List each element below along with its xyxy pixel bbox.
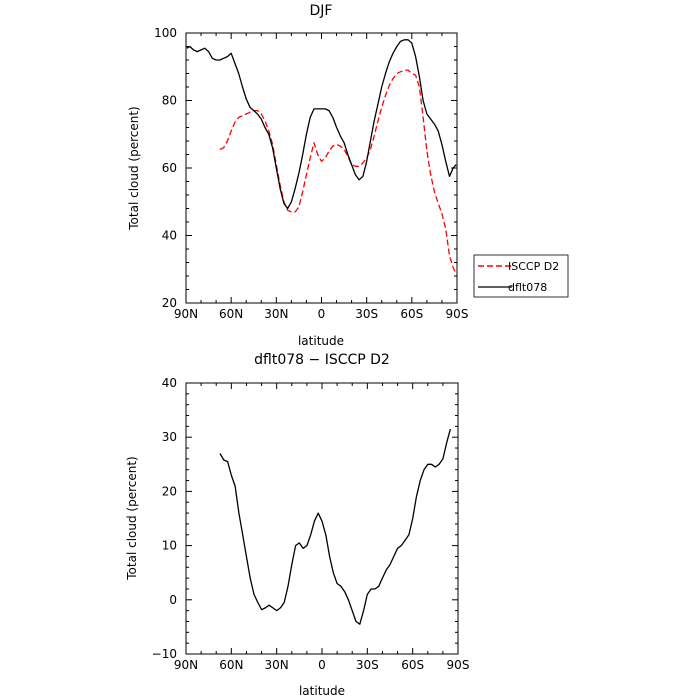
x-tick-label: 90S [447, 658, 470, 672]
y-tick-label: 10 [162, 539, 177, 553]
y-axis-label: Total cloud (percent) [125, 456, 139, 580]
y-tick-label: 40 [162, 229, 177, 243]
chart-title: dflt078 − ISCCP D2 [254, 352, 390, 368]
legend-label-isccp: ISCCP D2 [508, 260, 559, 273]
series-line [219, 428, 452, 625]
x-axis-label: latitude [298, 334, 344, 348]
x-tick-label: 60N [219, 307, 243, 321]
x-tick-label: 30S [356, 658, 379, 672]
y-tick-label: 20 [162, 296, 177, 310]
chart-title: DJF [310, 3, 333, 19]
plot-frame [185, 382, 459, 655]
y-tick-label: −10 [152, 647, 177, 661]
chart-panel-top: DJF 90N 60N 30N 0 30S 60S 90S 20 40 60 80 100 lati… [127, 3, 468, 348]
x-tick-label: 0 [318, 307, 326, 321]
y-axis-label: Total cloud (percent) [127, 106, 141, 230]
x-tick-label: 90N [174, 307, 198, 321]
x-axis-label: latitude [299, 684, 345, 698]
x-tick-label: 90S [446, 307, 469, 321]
y-tick-label: 20 [162, 484, 177, 498]
x-tick-label: 60N [219, 658, 243, 672]
series-line-dflt078 [186, 39, 457, 210]
x-tick-label: 60S [400, 307, 423, 321]
chart-panel-bottom: dflt078 − ISCCP D2 90N 60N 30N 0 30S 60S 90S −… [125, 352, 469, 698]
legend: ISCCP D2 dflt078 [473, 254, 569, 298]
y-tick-label: 40 [162, 376, 177, 390]
y-tick-label: 100 [154, 26, 177, 40]
legend-label-dflt078: dflt078 [508, 281, 547, 294]
x-tick-label: 60S [401, 658, 424, 672]
plot-frame [185, 32, 458, 304]
y-tick-label: 30 [162, 430, 177, 444]
y-tick-label: 80 [162, 94, 177, 108]
legend-frame [473, 254, 569, 298]
y-tick-label: 60 [162, 161, 177, 175]
x-tick-label: 0 [318, 658, 326, 672]
y-tick-label: 0 [169, 593, 177, 607]
x-tick-label: 30N [264, 307, 288, 321]
x-tick-label: 90N [174, 658, 198, 672]
x-tick-label: 30N [265, 658, 289, 672]
x-tick-label: 30S [355, 307, 378, 321]
series-line-isccp-d2 [219, 69, 457, 275]
